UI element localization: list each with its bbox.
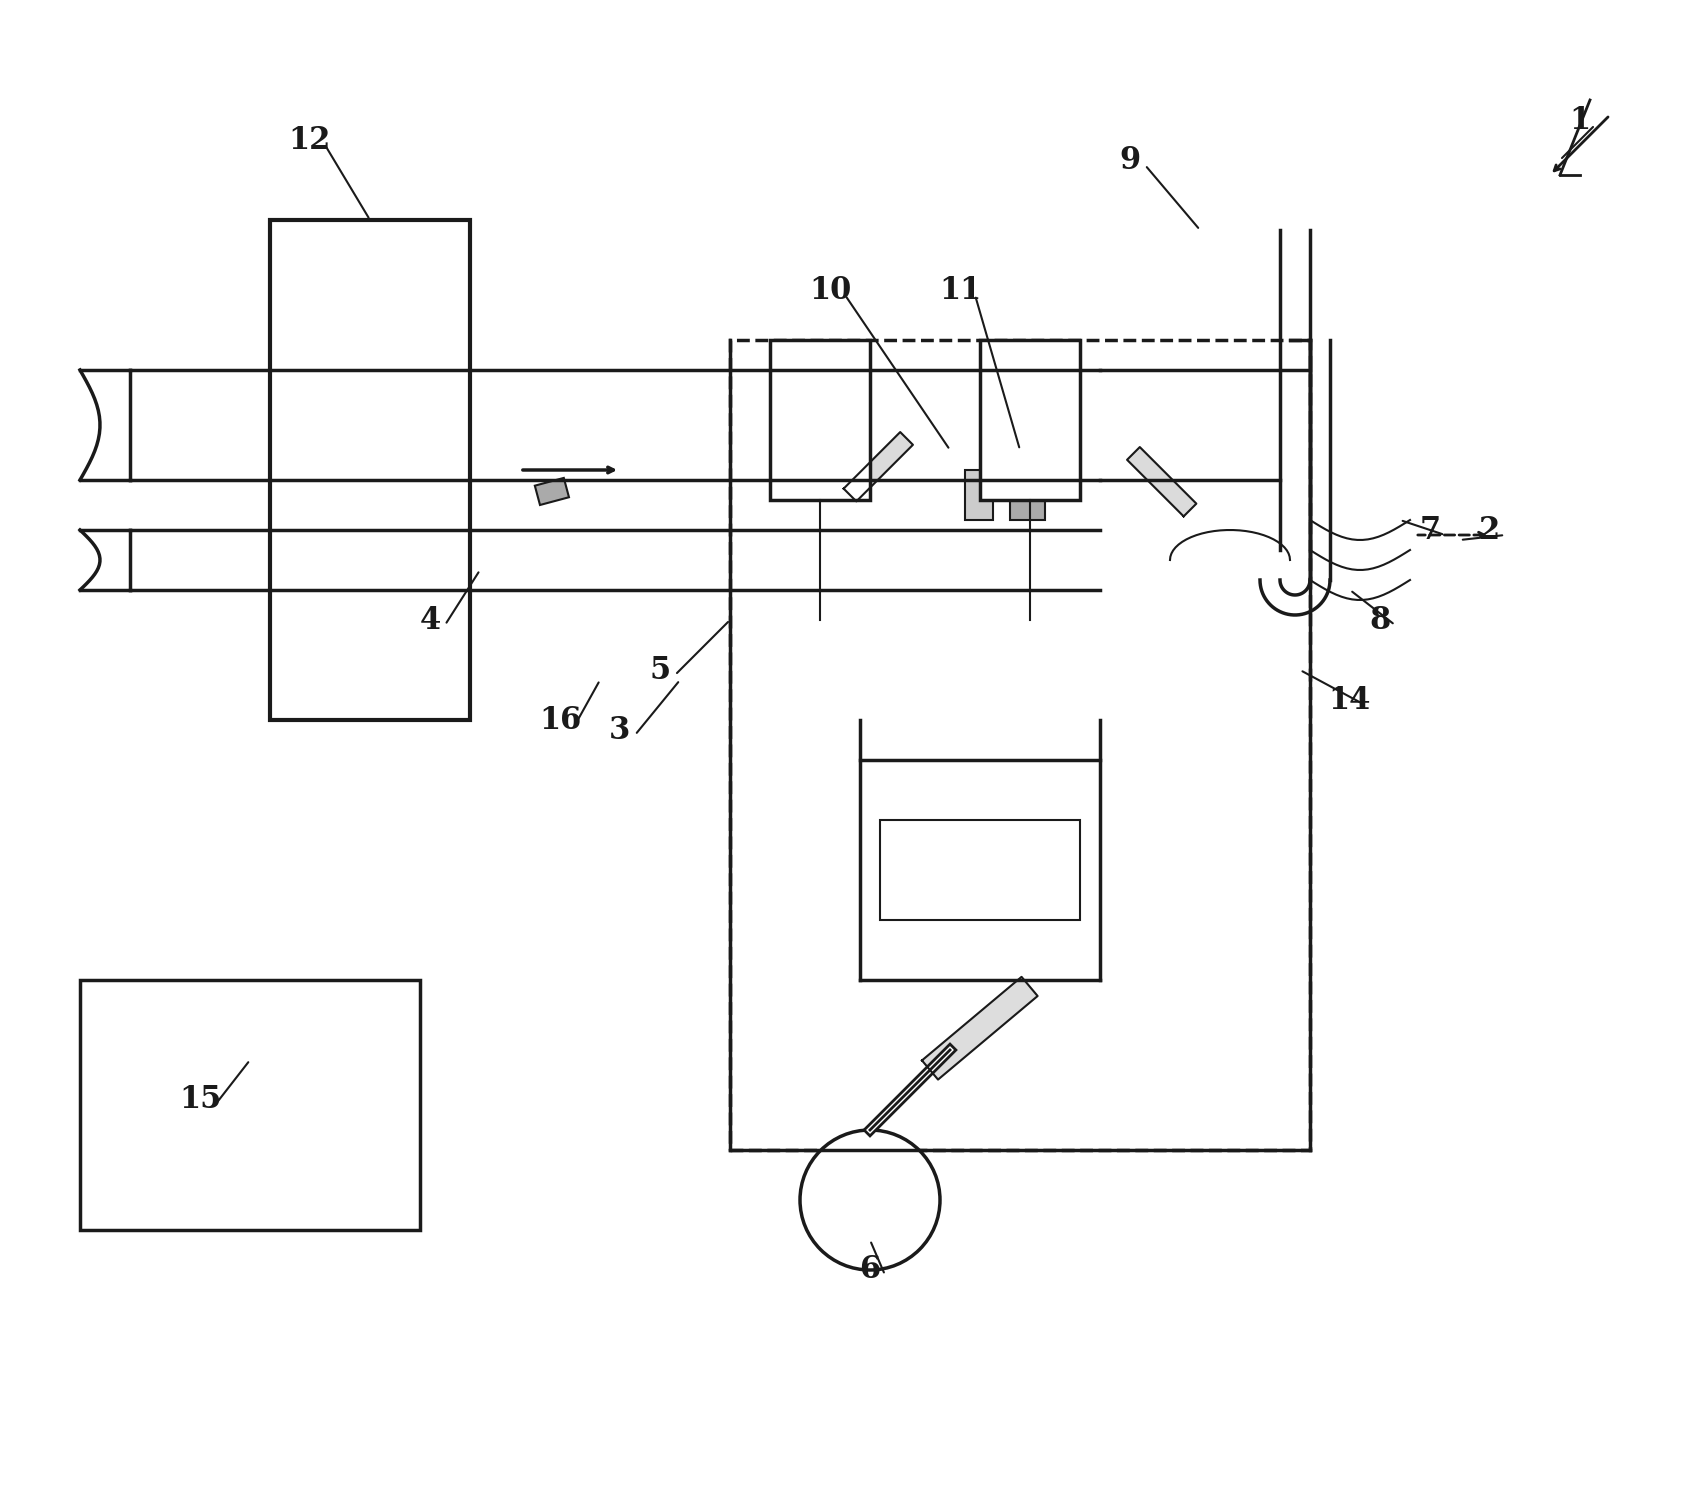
Text: 7: 7 <box>1419 515 1439 545</box>
Text: 11: 11 <box>939 275 980 306</box>
Text: 3: 3 <box>609 714 630 746</box>
Text: 4: 4 <box>420 605 440 635</box>
Polygon shape <box>1127 447 1195 516</box>
Text: 1: 1 <box>1569 105 1589 135</box>
Bar <box>964 470 992 519</box>
Bar <box>534 477 568 504</box>
Bar <box>80 980 420 1229</box>
Text: 15: 15 <box>179 1085 220 1115</box>
Text: 9: 9 <box>1118 144 1140 176</box>
Bar <box>270 221 469 720</box>
Bar <box>770 341 869 500</box>
Text: 10: 10 <box>809 275 850 306</box>
Bar <box>879 820 1079 920</box>
Bar <box>729 341 1309 1150</box>
Bar <box>1009 465 1045 519</box>
Text: 16: 16 <box>539 704 580 735</box>
Text: 8: 8 <box>1369 605 1389 635</box>
Text: 5: 5 <box>649 654 671 686</box>
Circle shape <box>799 1130 939 1270</box>
Text: 12: 12 <box>288 125 331 156</box>
Polygon shape <box>843 432 913 501</box>
Polygon shape <box>922 977 1038 1079</box>
Bar <box>980 341 1079 500</box>
Text: 6: 6 <box>859 1255 881 1285</box>
Text: 14: 14 <box>1328 684 1371 716</box>
Text: 2: 2 <box>1478 515 1500 545</box>
